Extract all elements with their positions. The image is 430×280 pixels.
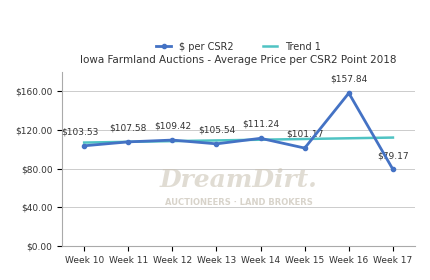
Trend 1 [346, 137, 351, 140]
Line: $ per CSR2: $ per CSR2 [82, 91, 395, 172]
Text: $109.42: $109.42 [154, 122, 191, 131]
Line: Trend 1: Trend 1 [84, 137, 393, 143]
Legend: $ per CSR2, Trend 1: $ per CSR2, Trend 1 [153, 38, 325, 56]
Text: $107.58: $107.58 [110, 123, 147, 132]
$ per CSR2 [346, 91, 351, 95]
$ per CSR2 [126, 140, 131, 144]
Text: AUCTIONEERS · LAND BROKERS: AUCTIONEERS · LAND BROKERS [165, 198, 313, 207]
Trend 1 [390, 136, 396, 139]
Text: $103.53: $103.53 [61, 127, 98, 136]
$ per CSR2 [302, 146, 307, 150]
Text: $101.17: $101.17 [286, 130, 323, 139]
Trend 1 [214, 139, 219, 142]
Text: $79.17: $79.17 [377, 151, 409, 160]
Trend 1 [126, 140, 131, 144]
Trend 1 [302, 137, 307, 141]
$ per CSR2 [82, 144, 87, 148]
$ per CSR2 [390, 168, 396, 171]
Trend 1 [258, 138, 263, 141]
Text: DreamDirt.: DreamDirt. [160, 168, 317, 192]
Text: $157.84: $157.84 [330, 75, 368, 84]
Text: $111.24: $111.24 [242, 120, 279, 129]
Title: Iowa Farmland Auctions - Average Price per CSR2 Point 2018: Iowa Farmland Auctions - Average Price p… [80, 55, 397, 65]
$ per CSR2 [170, 138, 175, 142]
$ per CSR2 [258, 137, 263, 140]
Trend 1 [170, 139, 175, 143]
Text: $105.54: $105.54 [198, 125, 235, 134]
$ per CSR2 [214, 142, 219, 146]
Trend 1 [82, 141, 87, 144]
